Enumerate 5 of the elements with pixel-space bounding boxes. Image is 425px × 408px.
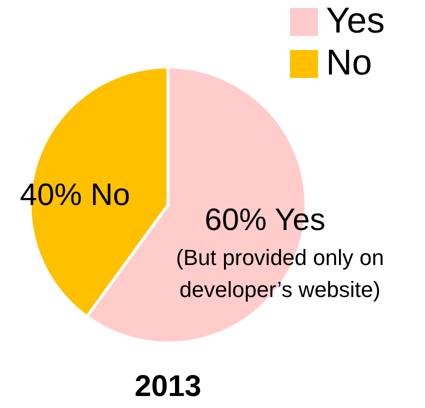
data-label: 60% Yes	[204, 202, 326, 238]
legend-label: No	[326, 42, 372, 83]
legend-label: Yes	[326, 0, 385, 41]
text: (But provided only on developer’s website)	[176, 245, 384, 302]
text: 2013	[134, 370, 202, 403]
